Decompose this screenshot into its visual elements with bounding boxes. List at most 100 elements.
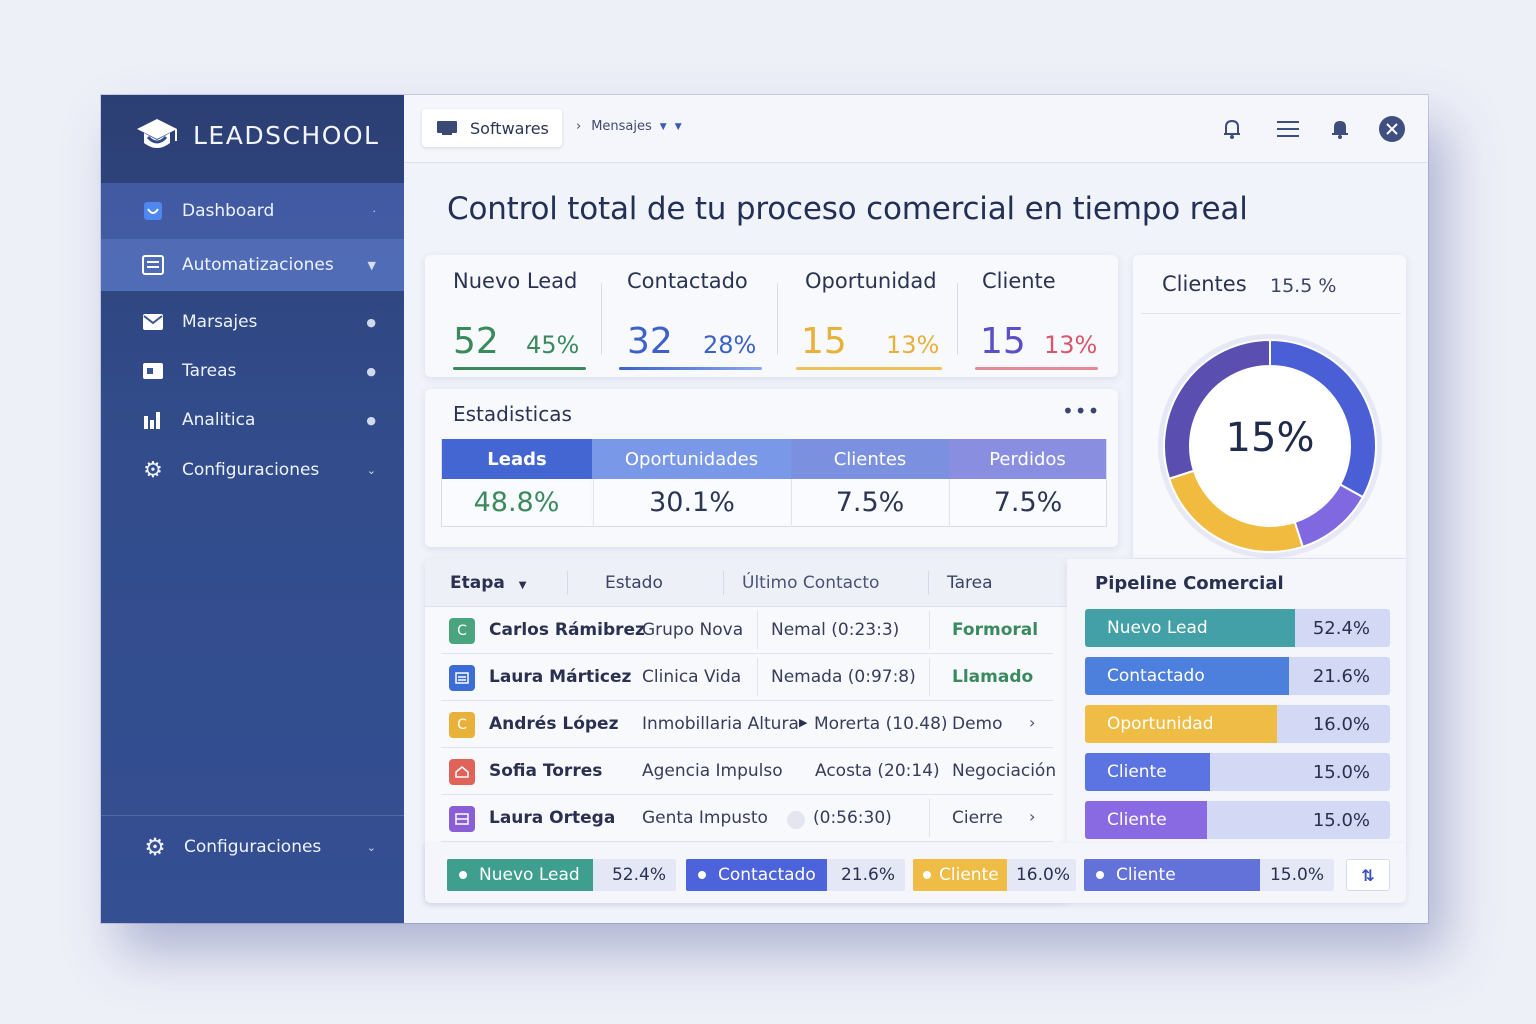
inbox-icon xyxy=(449,759,475,785)
sidebar-item-configuraciones[interactable]: ⚙ Configuraciones ⌄ xyxy=(101,444,404,496)
summary-chip[interactable]: Cliente 16.0% xyxy=(913,859,1076,891)
clientes-card: Clientes 15.5 % 15% xyxy=(1133,255,1406,558)
sidebar-item-analitica[interactable]: Analitica ● xyxy=(101,394,404,446)
bell-icon[interactable] xyxy=(1328,117,1352,141)
lead-company: Clinica Vida xyxy=(642,667,742,687)
close-icon[interactable] xyxy=(1379,116,1405,142)
app-window: LEADSCHOOL Dashboard · Automatizaciones … xyxy=(101,95,1428,923)
kpi-underline xyxy=(796,367,942,370)
kpi-percent: 45% xyxy=(526,331,580,359)
stats-value: 30.1% xyxy=(593,479,790,525)
kpi-percent: 28% xyxy=(703,331,757,359)
kpi-oportunidad[interactable]: Oportunidad 15 13% xyxy=(796,269,942,370)
cell-divider xyxy=(757,658,758,696)
summary-chip[interactable]: Nuevo Lead 52.4% xyxy=(447,859,676,891)
chevron-right-icon: › xyxy=(576,119,582,134)
dot-icon xyxy=(459,871,467,879)
brand[interactable]: LEADSCHOOL xyxy=(133,113,379,157)
kpi-label: Contactado xyxy=(627,269,748,293)
chip-label: Cliente xyxy=(939,865,999,885)
sidebar-item-dashboard[interactable]: Dashboard · xyxy=(101,183,404,239)
summary-chip[interactable]: Cliente 15.0% xyxy=(1084,859,1334,891)
monitor-icon xyxy=(437,121,457,135)
pipeline-row[interactable]: Contactado 21.6% xyxy=(1085,657,1390,695)
table-row[interactable]: Laura Ortega Genta Impusto (0:56:30) Cie… xyxy=(441,795,1053,842)
lead-last-contact: Nemada (0:97:8) xyxy=(771,667,916,687)
dot-icon xyxy=(698,871,706,879)
calendar-icon xyxy=(449,806,475,832)
dropdown-arrow-icon: ▼ xyxy=(674,121,682,132)
sidebar-item-tareas[interactable]: Tareas ● xyxy=(101,345,404,397)
dot-icon xyxy=(923,871,931,879)
pipeline-row[interactable]: Oportunidad 16.0% xyxy=(1085,705,1390,743)
column-header-ultimo-contacto[interactable]: Último Contacto xyxy=(742,573,880,593)
sidebar-item-marsajes[interactable]: Marsajes ● xyxy=(101,296,404,348)
list-icon xyxy=(141,253,165,277)
cell-divider xyxy=(929,611,930,649)
kpi-cliente[interactable]: Cliente 15 13% xyxy=(975,269,1098,370)
pipeline-card: Pipeline Comercial Nuevo Lead 52.4% Contac… xyxy=(1067,559,1406,845)
lead-name: Carlos Rámibrez xyxy=(489,620,645,640)
header-divider xyxy=(928,571,929,595)
stats-col-header[interactable]: Clientes xyxy=(791,439,949,479)
pipeline-value: 15.0% xyxy=(1312,810,1370,831)
bar-chart-icon xyxy=(141,408,165,432)
bell-outline-icon[interactable] xyxy=(1220,117,1244,141)
chevron-right-icon[interactable]: › xyxy=(1029,807,1036,826)
lead-name: Laura Ortega xyxy=(489,808,616,828)
donut-slice[interactable] xyxy=(1163,338,1271,481)
chevron-right-icon[interactable]: › xyxy=(1029,713,1036,732)
kpi-contactado[interactable]: Contactado 32 28% xyxy=(619,269,762,370)
kpi-underline xyxy=(975,367,1098,370)
pipeline-bar-fill xyxy=(1085,801,1207,839)
kpi-divider xyxy=(957,283,958,355)
kpi-label: Nuevo Lead xyxy=(453,269,578,293)
pipeline-row[interactable]: Cliente 15.0% xyxy=(1085,753,1390,791)
more-options-icon[interactable]: ••• xyxy=(1062,399,1101,423)
stats-col-header[interactable]: Perdidos xyxy=(949,439,1106,479)
sidebar-divider xyxy=(101,815,404,816)
kpi-underline xyxy=(619,367,762,370)
pipeline-row[interactable]: Cliente 15.0% xyxy=(1085,801,1390,839)
pipeline-title: Pipeline Comercial xyxy=(1095,573,1284,594)
table-row[interactable]: Laura Márticez Clinica Vida Nemada (0:97… xyxy=(441,654,1053,701)
lead-company: Agencia Impulso xyxy=(642,761,783,781)
table-row[interactable]: C Andrés López Inmobillaria Altura ▶ Mor… xyxy=(441,701,1053,748)
sidebar-footer-settings[interactable]: ⚙ Configuraciones ⌄ xyxy=(101,821,404,873)
sidebar: LEADSCHOOL Dashboard · Automatizaciones … xyxy=(101,95,404,923)
summary-chip[interactable]: Contactado 21.6% xyxy=(686,859,905,891)
kpi-value: 52 xyxy=(453,321,499,362)
kpi-value: 15 xyxy=(980,321,1026,362)
kpi-nuevo-lead[interactable]: Nuevo Lead 52 45% xyxy=(453,269,586,370)
stats-col-header[interactable]: Oportunidades xyxy=(592,439,791,479)
chip-fill: Cliente xyxy=(913,859,1007,891)
pipeline-label: Nuevo Lead xyxy=(1107,618,1208,638)
chip-label: Nuevo Lead xyxy=(479,865,580,885)
gear-icon: ⚙ xyxy=(143,457,163,483)
chip-value: 21.6% xyxy=(840,865,895,885)
column-header-estado[interactable]: Estado xyxy=(605,573,663,593)
stats-card: Estadisticas ••• Leads Oportunidades Cli… xyxy=(425,389,1118,547)
breadcrumb-child[interactable]: › Mensajes ▼ ▼ xyxy=(576,119,682,134)
sidebar-item-automatizaciones[interactable]: Automatizaciones ▼ xyxy=(101,239,404,291)
chip-label: Cliente xyxy=(1116,865,1176,885)
lead-company: Inmobillaria Altura xyxy=(642,714,799,734)
table-row[interactable]: Sofia Torres Agencia Impulso Acosta (20:… xyxy=(441,748,1056,795)
pipeline-row[interactable]: Nuevo Lead 52.4% xyxy=(1085,609,1390,647)
header-divider xyxy=(723,571,724,595)
stats-col-header[interactable]: Leads xyxy=(442,439,592,479)
header-divider xyxy=(567,571,568,595)
dot-icon: ● xyxy=(366,364,376,378)
pipeline-bar-fill xyxy=(1085,657,1290,695)
avatar: C xyxy=(449,712,475,738)
column-header-tarea[interactable]: Tarea xyxy=(947,573,993,593)
table-row[interactable]: C Carlos Rámibrez Grupo Nova Nemal (0:23… xyxy=(441,607,1053,654)
sort-toggle-icon[interactable]: ⇅ xyxy=(1346,859,1390,891)
menu-icon[interactable] xyxy=(1276,117,1300,141)
column-header-etapa[interactable]: Etapa ▼ xyxy=(450,573,526,593)
sidebar-item-label: Analitica xyxy=(182,410,256,430)
donut-chart xyxy=(1158,334,1382,558)
kpi-value: 32 xyxy=(627,321,673,362)
breadcrumb-root-button[interactable]: Softwares xyxy=(422,109,562,147)
chevron-down-icon: ⌄ xyxy=(366,463,376,477)
